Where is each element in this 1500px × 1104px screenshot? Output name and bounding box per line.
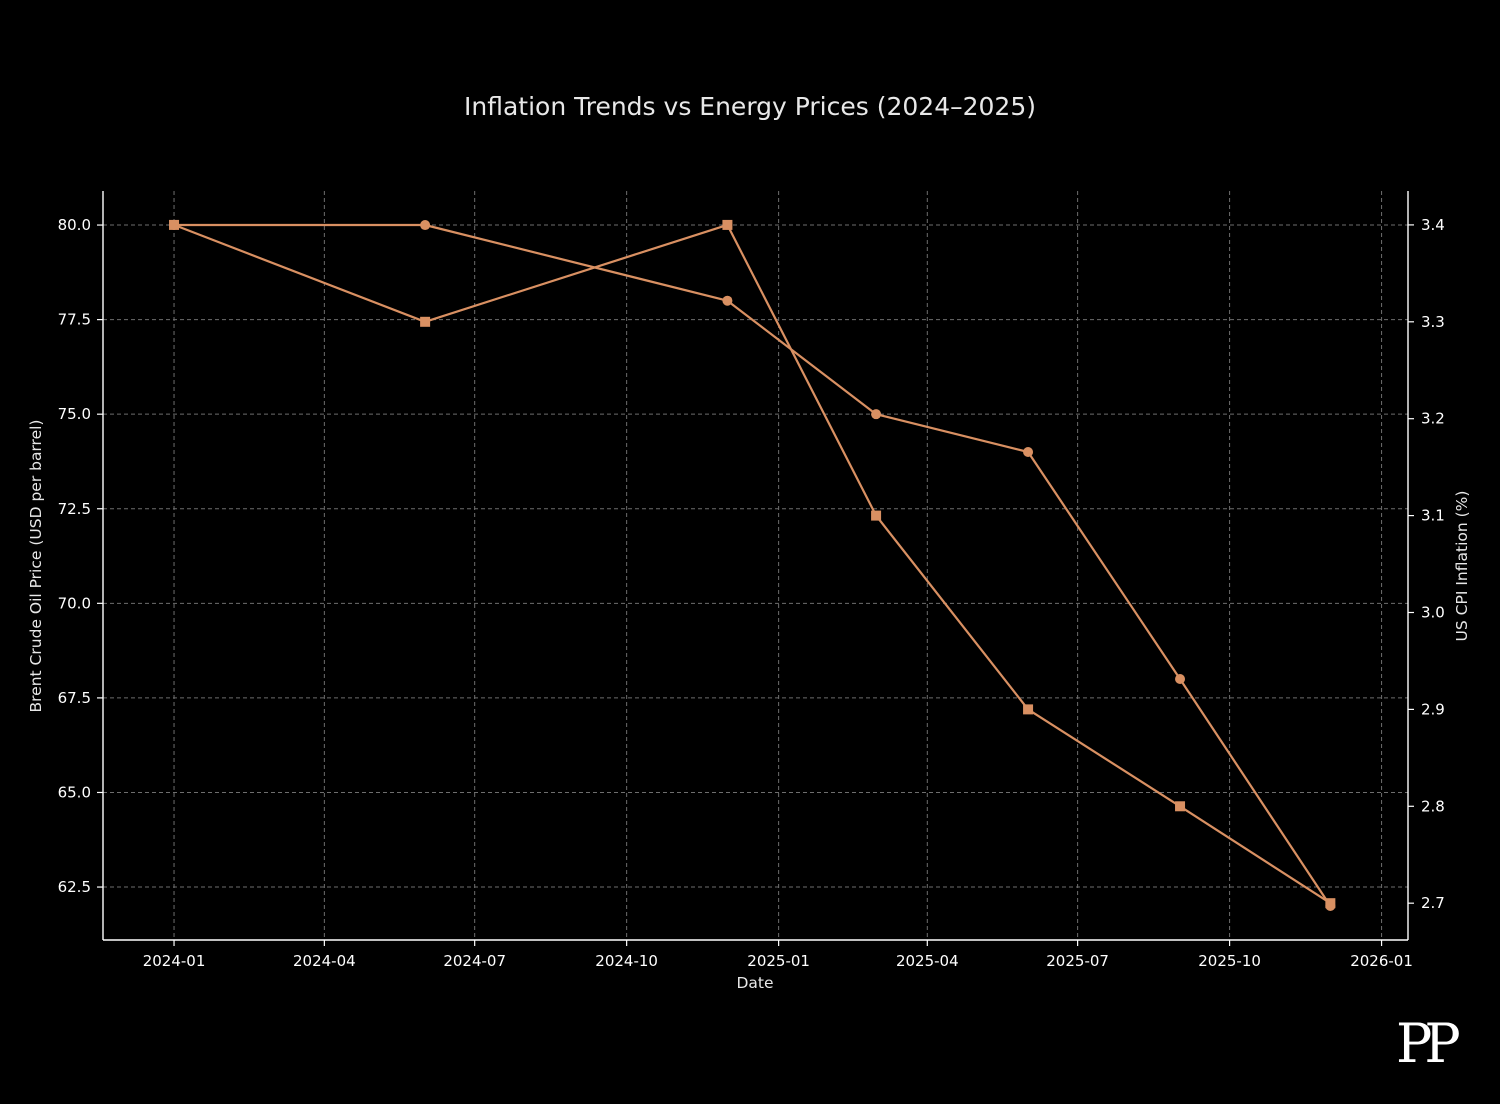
x-tick-label: 2024-07	[443, 952, 506, 970]
y-left-tick-label: 75.0	[58, 405, 91, 423]
x-tick-label: 2025-04	[896, 952, 959, 970]
data-point-circle	[871, 409, 882, 420]
y-left-tick-label: 70.0	[58, 594, 91, 612]
series-layer	[169, 219, 1336, 911]
y-right-tick-label: 2.8	[1421, 797, 1445, 815]
data-point-square	[169, 219, 180, 230]
data-point-circle	[1175, 673, 1186, 684]
grid	[103, 191, 1408, 940]
y-right-tick-label: 3.2	[1421, 410, 1445, 428]
data-point-circle	[420, 220, 431, 231]
y-right-tick-label: 3.4	[1421, 216, 1445, 234]
axes	[102, 191, 1409, 941]
brand-logo: PP	[1396, 1012, 1459, 1075]
x-tick-label: 2025-10	[1198, 952, 1261, 970]
x-tick-label: 2024-04	[293, 952, 356, 970]
y-left-tick-label: 77.5	[58, 311, 91, 329]
data-point-square	[420, 316, 431, 327]
y-right-tick-label: 2.7	[1421, 894, 1445, 912]
x-axis-label: Date	[736, 974, 773, 992]
data-point-square	[722, 219, 733, 230]
y-right-tick-label: 3.1	[1421, 507, 1445, 525]
x-tick-label: 2025-01	[747, 952, 810, 970]
data-point-circle	[722, 295, 733, 306]
y-left-tick-label: 72.5	[58, 500, 91, 518]
series-right-square	[169, 219, 1336, 909]
y-left-tick-label: 80.0	[58, 216, 91, 234]
y-left-tick-label: 65.0	[58, 783, 91, 801]
x-tick-label: 2025-07	[1046, 952, 1109, 970]
y-axis-right-label: US CPI Inflation (%)	[1453, 491, 1471, 642]
data-point-square	[1325, 898, 1336, 909]
x-tick-label: 2026-01	[1350, 952, 1413, 970]
y-right-tick-label: 3.0	[1421, 603, 1445, 621]
y-left-tick-label: 67.5	[58, 689, 91, 707]
x-tick-label: 2024-10	[595, 952, 658, 970]
series-line	[173, 223, 1331, 905]
y-right-tick-label: 3.3	[1421, 313, 1445, 331]
data-point-square	[1175, 801, 1186, 812]
x-tick-label: 2024-01	[143, 952, 206, 970]
data-point-square	[1023, 704, 1034, 715]
data-point-circle	[1023, 447, 1034, 458]
y-right-tick-label: 2.9	[1421, 700, 1445, 718]
ticks: 2024-01 2024-04 2024-07 2024-10 2025-01 2025-…	[58, 216, 1445, 970]
y-left-tick-label: 62.5	[58, 878, 91, 896]
series-left-circle	[169, 220, 1336, 911]
y-axis-left-label: Brent Crude Oil Price (USD per barrel)	[27, 420, 45, 713]
chart-title: Inflation Trends vs Energy Prices (2024–…	[464, 92, 1036, 121]
data-point-square	[871, 510, 882, 521]
series-line	[174, 223, 1332, 907]
